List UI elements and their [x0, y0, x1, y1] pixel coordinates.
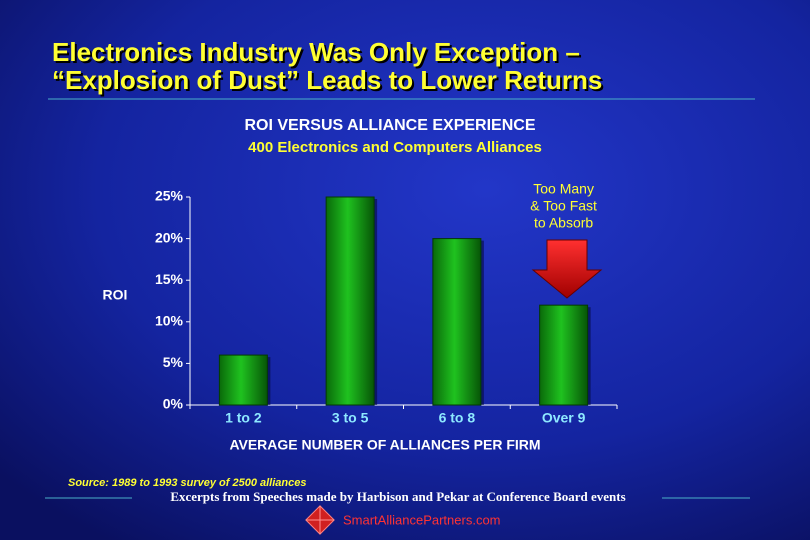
chart-subtitle: 400 Electronics and Computers Alliances	[248, 139, 542, 156]
title-shadow: Electronics Industry Was Only Exception …	[54, 39, 582, 69]
x-tick-label: Over 9	[542, 410, 586, 426]
bar	[539, 304, 589, 406]
annotation: & Too Fast	[530, 198, 597, 214]
excerpt: Excerpts from Speeches made by Harbison …	[170, 489, 625, 504]
title-line: “Explosion of Dust” Leads to Lower Retur…	[52, 65, 602, 95]
x-tick-label: 1 to 2	[225, 410, 262, 426]
arrow	[531, 239, 603, 299]
y-tick-label: 25%	[155, 188, 184, 204]
x-tick-label: 3 to 5	[332, 410, 369, 426]
source: Source: 1989 to 1993 survey of 2500 alli…	[68, 477, 306, 489]
annotation: Too Many	[533, 181, 594, 197]
y-tick-label: 20%	[155, 229, 184, 245]
website[interactable]: SmartAlliancePartners.com	[343, 512, 501, 527]
logo	[305, 505, 335, 535]
bar	[325, 196, 375, 406]
y-tick-label: 10%	[155, 313, 184, 329]
bar	[218, 354, 268, 406]
x-axis-label: AVERAGE NUMBER OF ALLIANCES PER FIRM	[229, 437, 540, 453]
bar	[432, 238, 482, 406]
annotation: to Absorb	[534, 215, 593, 231]
x-tick-label: 6 to 8	[439, 410, 476, 426]
y-tick-label: 5%	[163, 354, 184, 370]
y-tick-label: 15%	[155, 271, 184, 287]
title-shadow: “Explosion of Dust” Leads to Lower Retur…	[54, 67, 604, 97]
y-tick-label: 0%	[163, 396, 184, 412]
y-axis-label: ROI	[103, 287, 128, 303]
slide-title: Electronics Industry Was Only Exception …	[52, 37, 604, 97]
title-line: Electronics Industry Was Only Exception …	[52, 37, 580, 67]
chart-title: ROI VERSUS ALLIANCE EXPERIENCE	[244, 117, 535, 134]
